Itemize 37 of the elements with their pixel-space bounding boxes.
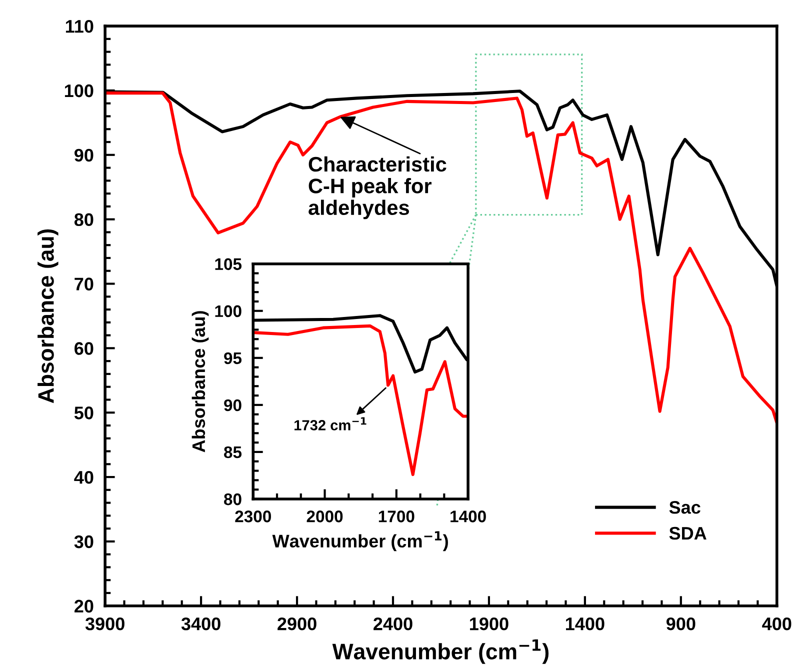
y-tick-label: 95: [224, 352, 242, 364]
y-tick-label: 40: [74, 470, 94, 484]
x-tick-label: 1400: [566, 617, 604, 630]
annotation: 1732 cm$^{−1}$: [294, 417, 366, 430]
y-tick-label: 105: [215, 258, 242, 270]
x-tick-label: 900: [666, 617, 696, 630]
y-tick-label: 90: [74, 148, 94, 162]
x-tick-label: 1700: [378, 510, 414, 522]
x-tick-label: 3400: [181, 617, 220, 630]
y-tick-label: 70: [74, 278, 94, 290]
y-tick-label: 60: [74, 342, 94, 355]
y-tick-label: 80: [74, 213, 94, 226]
y-axis-title: Absorbance (au): [192, 311, 209, 452]
x-tick-label: 400: [762, 617, 792, 630]
legend-label: SDA: [669, 526, 706, 540]
x-tick-label: 2000: [306, 510, 343, 522]
y-axis-title: Absorbance (au): [38, 229, 58, 404]
x-tick-label: 3900: [85, 617, 124, 630]
x-tick-label: 2900: [278, 617, 316, 630]
x-tick-label: 1900: [470, 617, 508, 630]
y-tick-label: 100: [215, 305, 242, 318]
y-tick-label: 110: [66, 20, 94, 33]
line-series: [253, 324, 468, 476]
x-tick-label: 2300: [235, 510, 271, 522]
y-tick-label: 20: [74, 600, 94, 613]
annotation: Characteristic C-H peak for aldehydes: [308, 156, 446, 220]
y-tick-label: 85: [224, 446, 242, 458]
x-axis-title: Wavenumber (cm$^{−1}$): [272, 531, 448, 552]
legend-label: Sac: [669, 501, 700, 514]
y-tick-label: 90: [224, 399, 242, 412]
x-axis-title: Wavenumber (cm$^{−1}$): [332, 639, 549, 664]
x-tick-label: 1400: [450, 510, 486, 522]
x-tick-label: 2400: [374, 617, 412, 630]
y-tick-label: 80: [224, 493, 242, 506]
y-tick-label: 100: [64, 84, 94, 98]
y-tick-label: 50: [74, 406, 94, 420]
y-tick-label: 30: [74, 535, 94, 548]
